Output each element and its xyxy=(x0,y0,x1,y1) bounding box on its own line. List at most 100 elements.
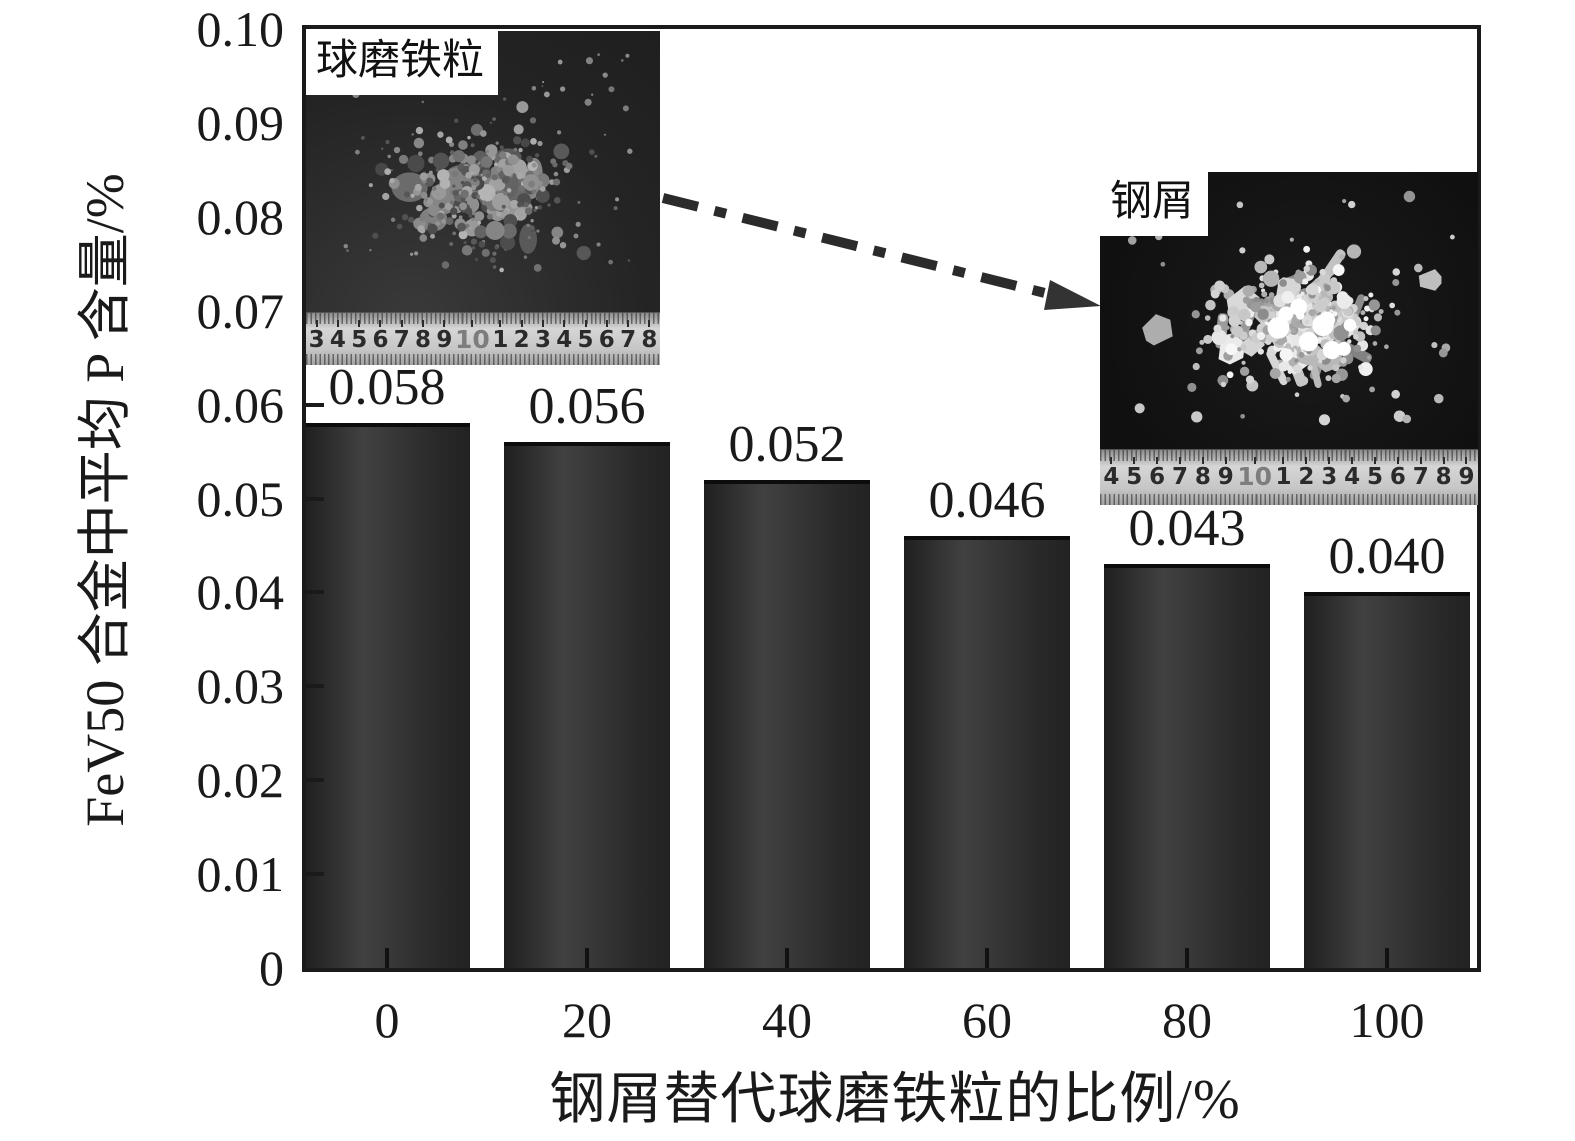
bar-value-label: 0.056 xyxy=(528,378,646,436)
particle xyxy=(441,261,450,269)
particle xyxy=(1378,309,1384,315)
particle xyxy=(620,59,624,62)
particle xyxy=(465,207,473,215)
ruler-cm-tick xyxy=(471,320,474,327)
particle xyxy=(1264,254,1275,265)
ruler-number: 3 xyxy=(308,327,325,353)
particle xyxy=(427,223,438,235)
ruler-number: 8 xyxy=(1194,464,1211,490)
particle xyxy=(470,184,477,191)
arrow-head xyxy=(1044,280,1101,310)
particle xyxy=(553,171,559,177)
particle xyxy=(1263,270,1280,287)
particle xyxy=(444,202,453,211)
particle xyxy=(1340,357,1347,364)
particle xyxy=(527,199,532,204)
particle xyxy=(627,148,633,154)
y-tick xyxy=(306,590,324,595)
steel-scrap-particles-image xyxy=(1127,190,1455,426)
particle xyxy=(1348,200,1356,209)
particle xyxy=(1245,318,1253,327)
particle xyxy=(1336,293,1352,309)
particle xyxy=(470,143,475,148)
particle xyxy=(1231,325,1244,338)
ruler-cm-cell: 1 xyxy=(490,320,511,358)
particle xyxy=(1296,293,1303,300)
particle xyxy=(1393,410,1406,422)
particle xyxy=(1269,367,1281,379)
particle xyxy=(1298,332,1319,352)
particle xyxy=(1278,306,1294,322)
particle xyxy=(1318,414,1331,426)
bar xyxy=(306,423,470,968)
particle xyxy=(1257,348,1264,355)
ruler-cm-tick xyxy=(400,320,403,327)
ruler-cm-tick xyxy=(443,320,446,327)
particle xyxy=(410,193,415,198)
particle xyxy=(1205,299,1216,311)
particle xyxy=(1343,318,1357,332)
ruler-cm-cell: 5 xyxy=(575,320,596,358)
particle xyxy=(1366,355,1372,360)
ruler-cm-tick xyxy=(1351,457,1354,464)
particle xyxy=(489,191,496,198)
bar xyxy=(1104,564,1270,968)
particle xyxy=(417,151,423,157)
particle xyxy=(553,143,570,160)
particle xyxy=(513,147,518,152)
ruler-cm-tick xyxy=(627,320,630,327)
particle xyxy=(1285,376,1291,382)
particle xyxy=(589,149,595,155)
particle xyxy=(1250,301,1261,313)
bar-value-label: 0.040 xyxy=(1328,528,1446,586)
particle xyxy=(556,130,562,135)
y-tick-label: 0.07 xyxy=(196,282,285,339)
particle xyxy=(1352,313,1358,319)
particle xyxy=(1298,351,1305,358)
particle xyxy=(1332,364,1340,372)
particle xyxy=(597,53,600,56)
y-tick xyxy=(306,872,324,877)
particle xyxy=(502,164,515,177)
ruler-cm-tick xyxy=(1201,457,1204,464)
particle xyxy=(471,217,475,221)
particle xyxy=(1285,343,1291,349)
ruler-number: 10 xyxy=(1237,462,1273,491)
particle xyxy=(1241,360,1246,365)
ruler-number: 6 xyxy=(1389,464,1406,490)
ruler-cm-tick xyxy=(1328,457,1331,464)
ruler-cm-cell: 6 xyxy=(1386,457,1409,498)
particle xyxy=(474,211,485,221)
particle xyxy=(523,201,529,208)
particle xyxy=(493,162,499,167)
ruler-cm-cell: 9 xyxy=(1455,457,1478,498)
ruler-cm-cell: 7 xyxy=(391,320,412,358)
particle xyxy=(559,86,566,92)
particle xyxy=(534,153,540,158)
particle xyxy=(460,189,469,199)
ruler-cm-cell: 2 xyxy=(511,320,532,358)
ruler-number: 8 xyxy=(641,327,658,353)
particle xyxy=(1394,309,1401,316)
particle xyxy=(1219,314,1227,322)
bar-value-label: 0.043 xyxy=(1128,500,1246,558)
ruler-mm-ticks xyxy=(1100,450,1478,461)
particle xyxy=(1343,307,1353,317)
particle xyxy=(585,57,594,65)
particle xyxy=(1187,382,1197,392)
particle xyxy=(527,235,532,240)
ruler-number: 1 xyxy=(1275,464,1292,490)
particle xyxy=(513,124,524,135)
particle xyxy=(489,121,493,124)
particle xyxy=(458,215,463,220)
ruler-number: 5 xyxy=(1126,464,1143,490)
particle xyxy=(547,203,551,207)
x-tick xyxy=(785,948,789,968)
ruler-cm-tick xyxy=(1179,457,1182,464)
particle xyxy=(1225,325,1230,330)
particle xyxy=(575,221,581,227)
ruler-number: 8 xyxy=(1435,464,1452,490)
ruler-cm-cell: 6 xyxy=(1146,457,1169,498)
particle xyxy=(1238,308,1251,322)
ruler-cm-cell: 3 xyxy=(532,320,553,358)
